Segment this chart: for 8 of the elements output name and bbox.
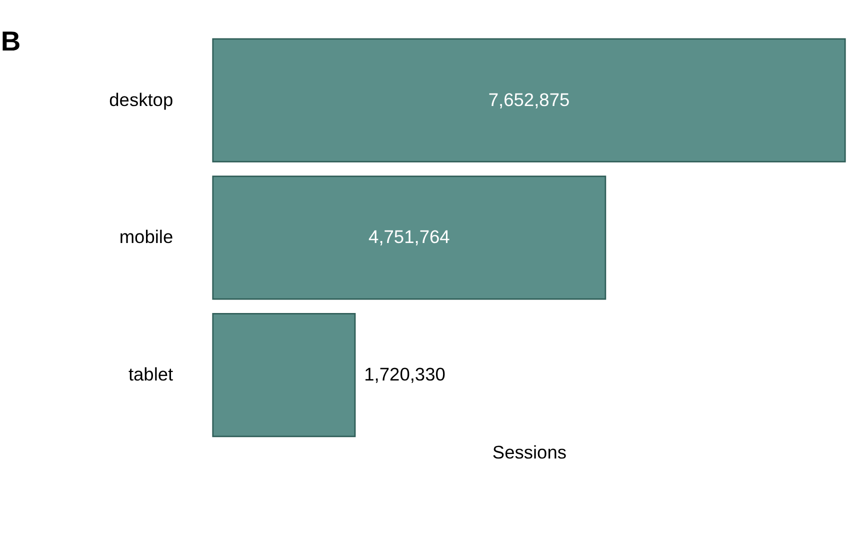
y-tick-label: tablet [128, 364, 174, 385]
x-axis-title: Sessions [492, 441, 567, 462]
y-tick-label: desktop [109, 88, 174, 110]
data-label: 7,652,875 [488, 88, 570, 110]
data-label: 4,751,764 [368, 226, 450, 248]
data-label: 1,720,330 [364, 364, 446, 385]
chart-title: B [0, 25, 21, 56]
y-tick-label: mobile [119, 226, 174, 248]
